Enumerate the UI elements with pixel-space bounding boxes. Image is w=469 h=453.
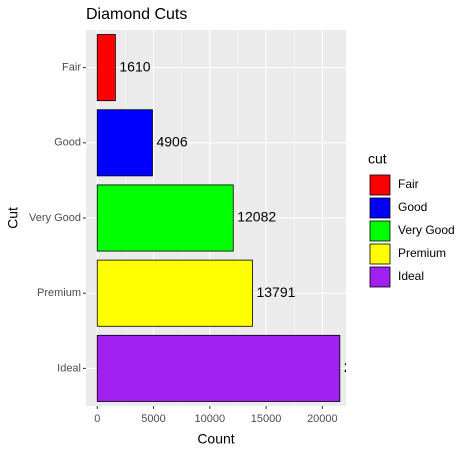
x-tick-label: 5000 [141,413,165,425]
data-label: 12082 [237,209,276,225]
x-tick-label: 10000 [195,413,226,425]
legend-swatch [369,174,391,196]
y-tick-label: Very Good [29,212,81,224]
y-tick-label: Premium [37,287,81,299]
legend-label: Premium [398,246,446,260]
data-label: 21551 [344,359,383,375]
bar [96,109,153,177]
data-label: 13791 [256,284,295,300]
x-axis-label: Count [197,431,234,447]
legend-swatch [369,243,391,265]
legend-swatch [369,197,391,219]
chart-title: Diamond Cuts [86,6,187,23]
legend-title: cut [368,151,387,167]
x-tick-label: 15000 [251,413,282,425]
legend-label: Ideal [398,269,424,283]
bar [96,259,253,327]
data-label: 4906 [156,134,187,150]
x-tick-label: 0 [94,413,100,425]
data-label: 1610 [119,58,150,74]
bar [96,334,341,402]
y-tick-label: Ideal [57,362,81,374]
legend-label: Fair [398,177,419,191]
legend-swatch [369,220,391,242]
y-tick-label: Fair [62,62,81,74]
legend-label: Very Good [398,223,455,237]
bar [96,34,116,102]
y-axis-label: Cut [5,207,21,229]
legend-label: Good [398,200,427,214]
y-tick-label: Good [54,137,81,149]
legend-swatch [369,266,391,288]
bar [96,184,234,252]
x-tick-label: 20000 [307,413,338,425]
